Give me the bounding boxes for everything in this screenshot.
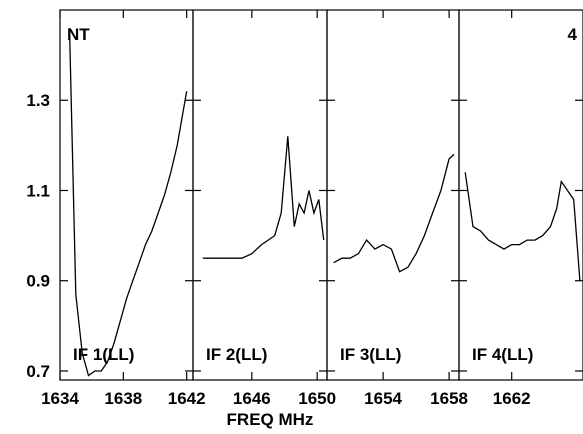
y-tick-label: 1.3	[26, 91, 50, 110]
x-tick-label: 1638	[104, 389, 142, 408]
x-tick-label: 1642	[168, 389, 206, 408]
panel-frame	[192, 9, 328, 381]
x-tick-label: 1654	[364, 389, 402, 408]
x-tick-label: 1662	[493, 389, 531, 408]
panel-label: IF 2(LL)	[206, 345, 267, 364]
panel-label: IF 4(LL)	[472, 345, 533, 364]
panel-label: IF 1(LL)	[73, 345, 134, 364]
corner-label-left: NT	[67, 25, 90, 44]
x-tick-label: 1658	[430, 389, 468, 408]
x-tick-label: 1650	[298, 389, 336, 408]
series-line	[333, 153, 455, 273]
x-tick-label: 1646	[233, 389, 271, 408]
panel-frame	[458, 9, 583, 381]
series-line	[202, 136, 325, 259]
series-line	[68, 27, 188, 377]
panel-frame	[59, 9, 194, 381]
series-line	[464, 172, 581, 281]
x-tick-label: 1634	[41, 389, 79, 408]
y-tick-label: 0.7	[26, 362, 50, 381]
corner-label-right: 4	[568, 25, 578, 44]
y-tick-label: 0.9	[26, 272, 50, 291]
y-tick-label: 1.1	[26, 181, 50, 200]
panel-label: IF 3(LL)	[340, 345, 401, 364]
x-axis-title: FREQ MHz	[227, 410, 314, 429]
